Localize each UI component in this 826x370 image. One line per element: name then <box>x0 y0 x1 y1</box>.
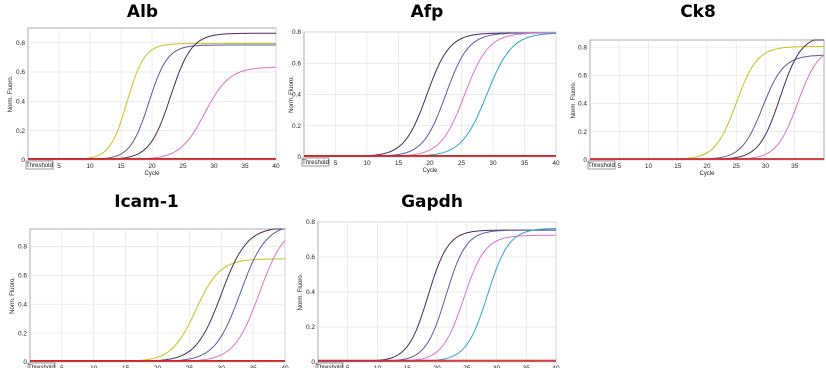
y-tick-label: 0.6 <box>578 72 587 79</box>
chart-title: Alb <box>126 2 159 22</box>
threshold-label-box <box>27 362 56 368</box>
y-tick-label: 0.2 <box>16 128 25 135</box>
y-tick-label: 0.2 <box>578 129 587 136</box>
y-tick-label: 0.2 <box>18 330 27 337</box>
threshold-label-box <box>25 160 54 170</box>
x-tick-label: 35 <box>523 365 531 368</box>
x-tick-label: 40 <box>272 163 280 170</box>
x-tick-label: 10 <box>90 365 98 368</box>
x-tick-label: 35 <box>250 365 258 368</box>
x-tick-label: 20 <box>703 163 711 170</box>
x-tick-label: 10 <box>363 160 371 167</box>
threshold-label-box <box>301 157 330 167</box>
y-tick-label: 0.4 <box>292 92 301 99</box>
pcr-amplification-plot: 5 10 15 20 25 30 35 40 0 0.2 0.4 0.6 0.8 Cycle Norm. F… <box>8 27 280 177</box>
y-axis-label: Norm. Fluoro. <box>8 75 14 112</box>
x-tick-label: 10 <box>374 365 382 368</box>
panel-icam-1: Icam-1 51015202530354000.20.40.60.8Cycle… <box>0 192 293 370</box>
x-tick-label: 35 <box>241 163 249 170</box>
y-tick-label: 0.4 <box>18 301 27 308</box>
y-axis-label: Norm. Fluoro. <box>289 76 295 113</box>
x-tick-label: 40 <box>552 365 560 368</box>
x-tick-label: 15 <box>117 163 125 170</box>
threshold-label: Threshold <box>28 365 55 368</box>
y-tick-label: 0.8 <box>578 44 587 51</box>
chart-title: Icam-1 <box>114 192 179 212</box>
chart-title: Ck8 <box>680 2 716 22</box>
y-tick-label: 0.8 <box>306 219 315 226</box>
y-tick-label: 0.4 <box>306 289 315 296</box>
y-tick-label: 0.6 <box>16 69 25 76</box>
y-tick-label: 0.6 <box>18 272 27 279</box>
panel-alb: Alb 5 10 15 20 25 30 35 40 0 0.2 0.4 0.6 0.8 Cycle Nor… <box>0 0 285 185</box>
x-tick-label: 25 <box>463 365 471 368</box>
x-tick-label: 40 <box>552 160 560 167</box>
y-tick-label: 0.2 <box>306 324 315 331</box>
x-tick-label: 20 <box>433 365 441 368</box>
y-tick-label: 0 <box>23 359 27 366</box>
y-tick-label: 0.8 <box>18 244 27 251</box>
y-tick-label: 0.2 <box>292 123 301 130</box>
y-tick-label: 0.8 <box>292 29 301 36</box>
y-axis-label: Norm. Fluoro. <box>10 277 16 314</box>
x-tick-label: 5 <box>57 163 61 170</box>
x-tick-label: 25 <box>458 160 466 167</box>
panel-ck8: Ck8 5 10 15 20 25 30 35 0 0.2 0.4 0.6 0.8 Cycle Norm.… <box>570 0 826 185</box>
x-tick-label: 40 <box>281 365 289 368</box>
panel-afp: Afp 5 10 15 20 25 30 35 40 0 0.2 0.4 0.6 0.8 Cycle Nor… <box>288 0 566 185</box>
y-axis-label: Norm. Fluoro. <box>298 273 304 310</box>
y-tick-label: 0 <box>311 359 315 366</box>
y-axis-label: Norm. Fluoro. <box>571 81 577 118</box>
x-tick-label: 30 <box>210 163 218 170</box>
x-tick-label: 35 <box>791 163 799 170</box>
threshold-label: Threshold <box>302 160 329 166</box>
x-tick-label: 30 <box>493 365 501 368</box>
y-tick-label: 0 <box>21 157 25 164</box>
y-tick-label: 0.4 <box>578 101 587 108</box>
y-tick-label: 0.8 <box>16 40 25 47</box>
y-tick-label: 0 <box>297 154 301 161</box>
threshold-label: Threshold <box>26 163 53 169</box>
threshold-label: Threshold <box>316 365 343 368</box>
x-tick-label: 20 <box>154 365 162 368</box>
x-tick-label: 25 <box>733 163 741 170</box>
x-tick-label: 25 <box>186 365 194 368</box>
x-tick-label: 15 <box>122 365 130 368</box>
x-axis-label: Cycle <box>144 171 160 177</box>
x-tick-label: 5 <box>334 160 338 167</box>
x-tick-label: 30 <box>218 365 226 368</box>
y-tick-label: 0.4 <box>16 99 25 106</box>
pcr-amplification-plot: 5 10 15 20 25 30 35 40 0 0.2 0.4 0.6 0.8 Cycle Norm. F… <box>289 29 560 174</box>
x-tick-label: 10 <box>86 163 94 170</box>
chart-title: Afp <box>410 2 444 22</box>
x-axis-label: Cycle <box>699 171 715 177</box>
y-tick-label: 0.6 <box>306 254 315 261</box>
x-tick-label: 20 <box>148 163 156 170</box>
x-tick-label: 20 <box>426 160 434 167</box>
y-tick-label: 0.6 <box>292 60 301 67</box>
x-tick-label: 35 <box>521 160 529 167</box>
x-tick-label: 30 <box>762 163 770 170</box>
x-tick-label: 10 <box>645 163 653 170</box>
y-tick-label: 0 <box>583 157 587 164</box>
panel-gapdh: Gapdh 51015202530354000.20.40.60.8CycleN… <box>296 192 568 370</box>
x-tick-label: 15 <box>404 365 412 368</box>
x-tick-label: 5 <box>60 365 64 368</box>
x-tick-label: 5 <box>617 163 621 170</box>
x-tick-label: 5 <box>346 365 350 368</box>
pcr-amplification-plot: 5 10 15 20 25 30 35 0 0.2 0.4 0.6 0.8 Cycle Norm. Flu… <box>571 39 825 177</box>
x-tick-label: 30 <box>489 160 497 167</box>
x-tick-label: 25 <box>179 163 187 170</box>
x-tick-label: 15 <box>674 163 682 170</box>
threshold-label-box <box>587 160 616 170</box>
chart-title: Gapdh <box>401 192 463 212</box>
threshold-label: Threshold <box>588 163 615 169</box>
threshold-label-box <box>315 362 344 368</box>
x-axis-label: Cycle <box>422 168 438 174</box>
x-tick-label: 15 <box>395 160 403 167</box>
